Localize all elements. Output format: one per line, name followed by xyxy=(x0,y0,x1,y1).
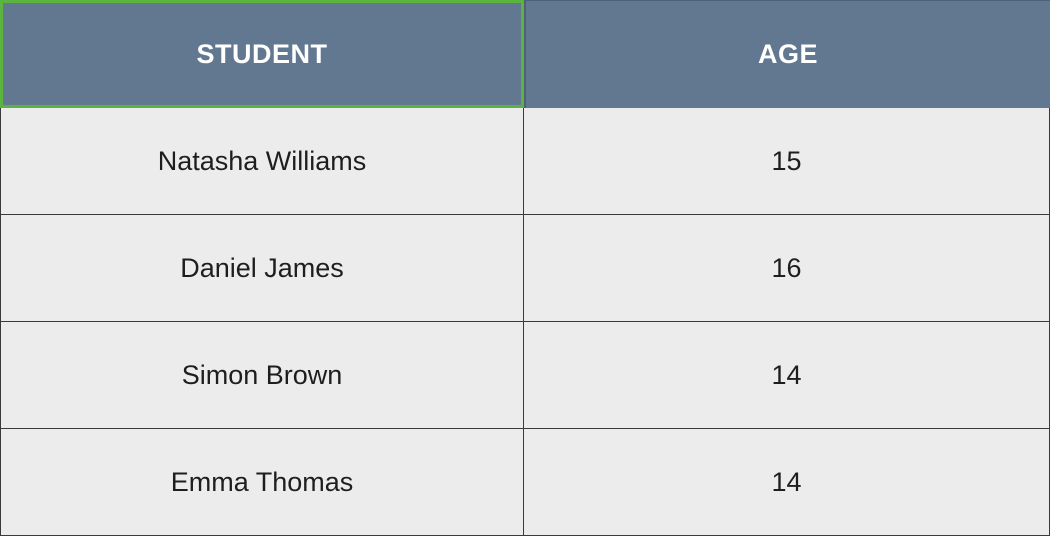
header-cell-student-selected[interactable]: STUDENT xyxy=(0,0,524,108)
cell-age-text: 15 xyxy=(771,145,802,176)
cell-student[interactable]: Simon Brown xyxy=(0,322,523,428)
cell-age[interactable]: 16 xyxy=(523,215,1050,321)
table-row: Emma Thomas 14 xyxy=(0,429,1050,536)
cell-student[interactable]: Daniel James xyxy=(0,215,523,321)
header-label-age: AGE xyxy=(757,39,818,69)
header-cell-age[interactable]: AGE xyxy=(524,0,1050,108)
table-row: Simon Brown 14 xyxy=(0,322,1050,429)
cell-student[interactable]: Emma Thomas xyxy=(0,429,523,535)
cell-student[interactable]: Natasha Williams xyxy=(0,108,523,214)
cell-age-text: 16 xyxy=(771,252,802,283)
cell-age[interactable]: 14 xyxy=(523,429,1050,535)
header-label-student: STUDENT xyxy=(196,38,328,69)
cell-age-text: 14 xyxy=(771,359,802,390)
table-row: Daniel James 16 xyxy=(0,215,1050,322)
cell-age-text: 14 xyxy=(771,466,802,497)
table-header-row: STUDENT AGE xyxy=(0,0,1050,108)
cell-student-text: Emma Thomas xyxy=(170,466,354,497)
table-row: Natasha Williams 15 xyxy=(0,108,1050,215)
cell-student-text: Daniel James xyxy=(180,252,344,283)
cell-age[interactable]: 15 xyxy=(523,108,1050,214)
cell-student-text: Natasha Williams xyxy=(157,145,367,176)
cell-student-text: Simon Brown xyxy=(181,359,343,390)
cell-age[interactable]: 14 xyxy=(523,322,1050,428)
